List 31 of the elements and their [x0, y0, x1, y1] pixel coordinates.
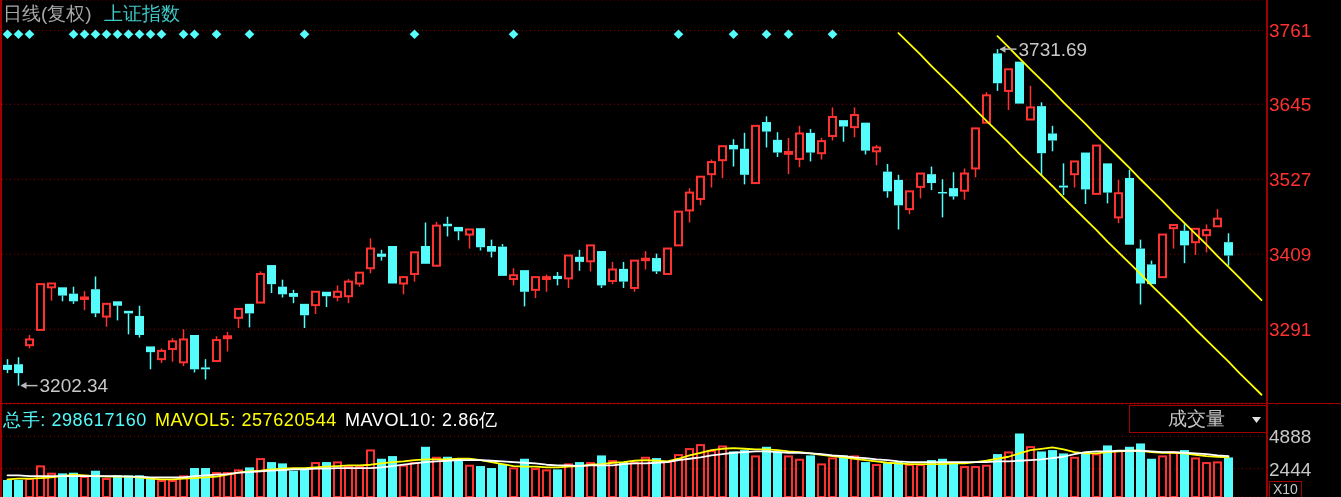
candlestick [1169, 224, 1178, 250]
line-series [897, 32, 1263, 396]
y-axis-title: X10 [1269, 481, 1302, 497]
candlestick [1158, 233, 1167, 279]
candlestick [1026, 85, 1035, 121]
y-tick-label: 3291 [1269, 319, 1312, 341]
candlestick [751, 124, 760, 185]
y-tick-label: 4888 [1269, 426, 1312, 448]
line-series [996, 35, 1263, 301]
chart-title: 成交量 [1168, 408, 1225, 430]
text: MAVOL5: 257620544 [154, 410, 337, 430]
dropdown-field: 成交量 [1129, 405, 1267, 433]
series-label: MAVOL10: 2.86亿 [344, 410, 499, 430]
y-tick-label: 3527 [1269, 169, 1312, 190]
candlestick [1092, 144, 1101, 195]
candlestick [663, 247, 672, 275]
y-tick-label: 2444 [1269, 458, 1312, 480]
candlestick [674, 210, 683, 247]
annotation: 3731.69 [1018, 38, 1088, 60]
candlestick [388, 246, 397, 284]
candlestick [1004, 68, 1013, 111]
annotation: 3202.34 [39, 375, 109, 397]
chart-subtitle: 上证指数 [103, 3, 180, 24]
text: 总手: 298617160 [3, 410, 147, 430]
y-tick-label: 3761 [1269, 20, 1312, 42]
y-tick-label: 3645 [1269, 93, 1312, 115]
chart-title: 日线(复权) [3, 3, 92, 24]
candlestick [1015, 61, 1024, 104]
candlestick [36, 283, 45, 331]
candlestick [421, 221, 430, 264]
y-tick-label: 3409 [1269, 244, 1312, 265]
